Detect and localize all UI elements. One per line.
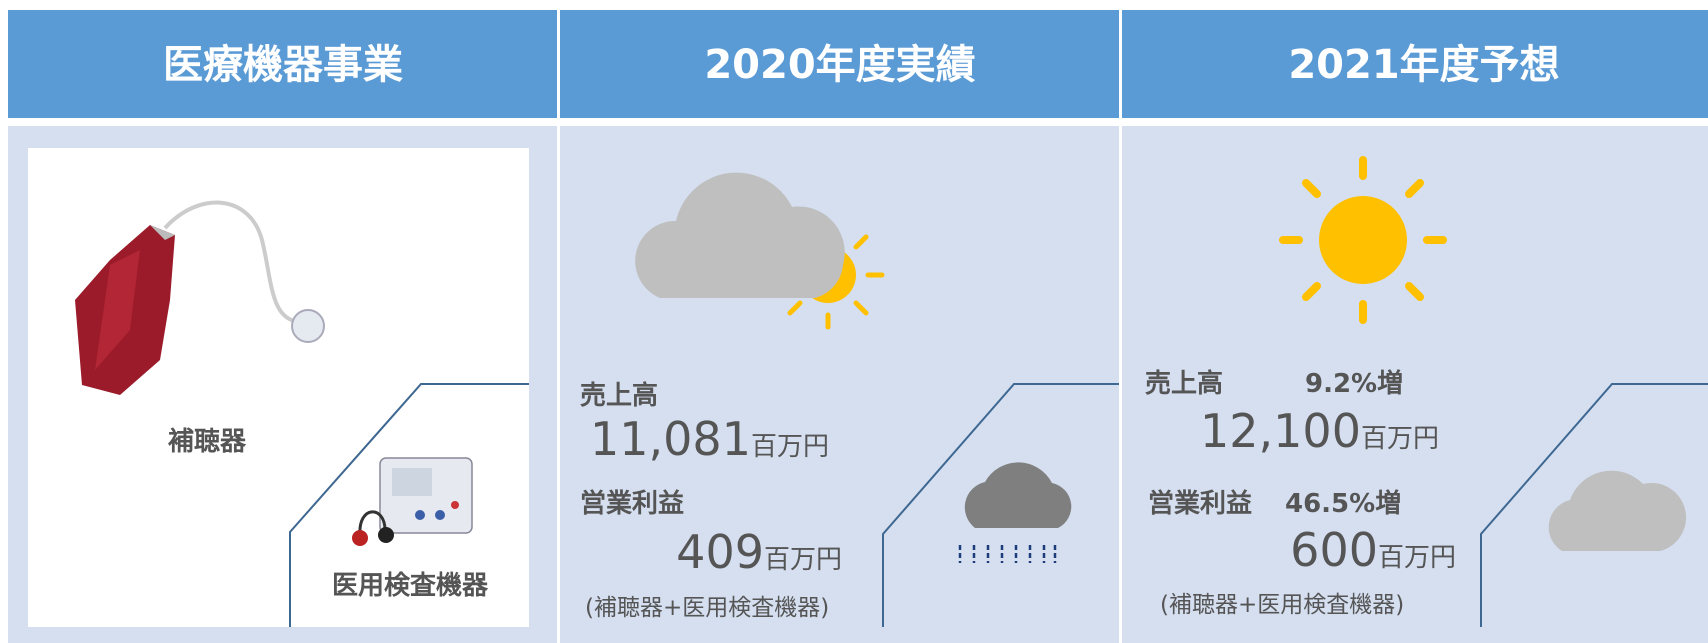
value-line: 409百万円: [676, 525, 842, 579]
unit: 百万円: [751, 432, 829, 462]
sun-icon: [1279, 156, 1447, 324]
product-label: 医用検査機器: [332, 571, 489, 601]
value: 12,100: [1200, 404, 1361, 458]
hearing-aid-image: [75, 200, 325, 395]
header-title: 医療機器事業: [163, 42, 403, 88]
growth: 46.5%増: [1285, 489, 1401, 519]
unit: 百万円: [764, 545, 842, 575]
label: 売上高: [580, 380, 658, 411]
unit: 百万円: [1361, 424, 1439, 454]
header-cell: [1122, 10, 1708, 118]
note: (補聴器+医用検査機器): [585, 595, 829, 621]
note: (補聴器+医用検査機器): [1160, 592, 1404, 618]
divider: [882, 383, 1119, 627]
divider: [1480, 383, 1708, 627]
value: 600: [1290, 523, 1378, 577]
growth: 9.2%増: [1305, 369, 1403, 399]
audiometer-image: [352, 457, 473, 546]
value: 11,081: [590, 412, 751, 466]
cloud-sun-icon: [635, 172, 885, 330]
header-title: 2020年度実績: [704, 42, 975, 88]
header-title: 2021年度予想: [1288, 42, 1559, 88]
value-line: 11,081百万円: [590, 412, 829, 466]
rain-cloud-icon: [958, 462, 1072, 563]
product-label: 補聴器: [167, 427, 247, 457]
cloud-icon: [1548, 470, 1687, 551]
unit: 百万円: [1378, 543, 1456, 573]
value-line: 12,100百万円: [1200, 404, 1439, 458]
header-cell: [8, 10, 557, 118]
divider: [289, 383, 529, 627]
label: 売上高: [1145, 368, 1223, 399]
label: 営業利益: [580, 489, 684, 519]
value-line: 600百万円: [1290, 523, 1456, 577]
value: 409: [676, 525, 764, 579]
label: 営業利益: [1148, 489, 1252, 519]
header-cell: [560, 10, 1119, 118]
